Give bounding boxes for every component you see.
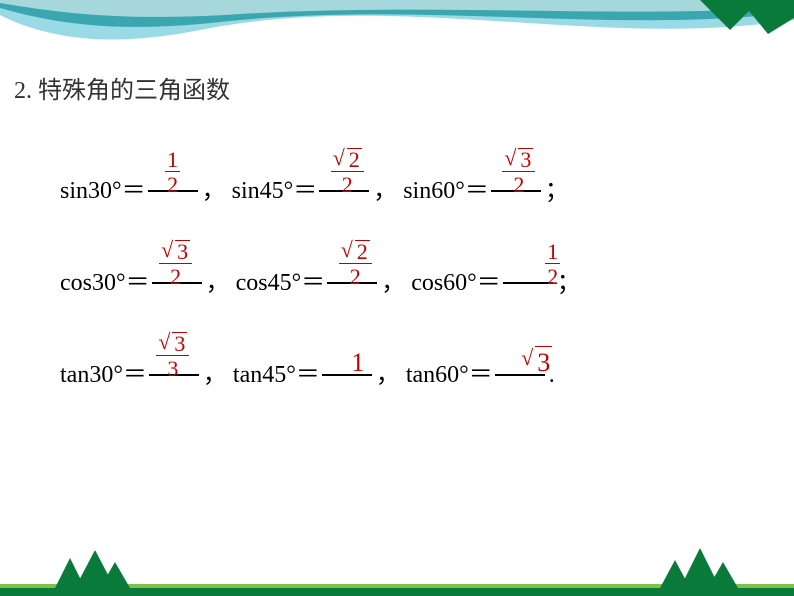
blank-tan45: 1 [322, 374, 372, 376]
label-sin30: sin30°＝ [60, 177, 146, 206]
sep: ， [373, 177, 397, 206]
answer-tan30: 33 [153, 330, 193, 380]
sep: ， [203, 361, 227, 390]
blank-cos30: 32 [152, 282, 202, 284]
row-sin: sin30°＝ 12 ， sin45°＝ 22 ， sin60°＝ [60, 145, 760, 237]
blank-cos60: 12 [503, 282, 553, 284]
answer-sin30: 12 [153, 146, 193, 196]
blank-sin30: 12 [148, 190, 198, 192]
sep: ； [557, 269, 581, 298]
term-tan45: tan45°＝ 1 ， [233, 361, 406, 390]
term-sin60: sin60°＝ 32 ； [403, 177, 575, 206]
term-tan60: tan60°＝ 3 . [406, 361, 561, 390]
label-sin45: sin45°＝ [232, 177, 318, 206]
sep: ， [381, 269, 405, 298]
section-heading: 2. 特殊角的三角函数 [14, 70, 230, 105]
row-cos: cos30°＝ 32 ， cos45°＝ 22 ， cos60°＝ [60, 237, 760, 329]
answer-tan45: 1 [338, 347, 378, 378]
label-tan60: tan60°＝ [406, 361, 493, 390]
row-tan: tan30°＝ 33 ， tan45°＝ 1 ， tan60°＝ [60, 329, 760, 421]
sep: ， [376, 361, 400, 390]
label-cos45: cos45°＝ [236, 269, 326, 298]
blank-sin45: 22 [319, 190, 369, 192]
label-sin60: sin60°＝ [403, 177, 489, 206]
sep: . [549, 361, 555, 390]
blank-sin60: 32 [491, 190, 541, 192]
footer-decoration [0, 546, 794, 596]
slide: 2. 特殊角的三角函数 sin30°＝ 12 ， sin45°＝ 22 [0, 0, 794, 596]
label-cos60: cos60°＝ [411, 269, 501, 298]
term-sin30: sin30°＝ 12 ， [60, 177, 232, 206]
content-area: sin30°＝ 12 ， sin45°＝ 22 ， sin60°＝ [60, 145, 760, 421]
sep: ， [206, 269, 230, 298]
answer-cos30: 32 [156, 238, 196, 288]
sep: ， [202, 177, 226, 206]
header-decoration [0, 0, 794, 70]
blank-tan30: 33 [149, 374, 199, 376]
term-cos60: cos60°＝ 12 ； [411, 269, 587, 298]
term-cos30: cos30°＝ 32 ， [60, 269, 236, 298]
term-tan30: tan30°＝ 33 ， [60, 361, 233, 390]
blank-tan60: 3 [495, 374, 545, 376]
blank-cos45: 22 [327, 282, 377, 284]
label-tan45: tan45°＝ [233, 361, 320, 390]
answer-sin60: 32 [499, 146, 539, 196]
answer-sin45: 22 [327, 146, 367, 196]
sep: ； [545, 177, 569, 206]
label-cos30: cos30°＝ [60, 269, 150, 298]
term-cos45: cos45°＝ 22 ， [236, 269, 412, 298]
label-tan30: tan30°＝ [60, 361, 147, 390]
answer-cos45: 22 [335, 238, 375, 288]
term-sin45: sin45°＝ 22 ， [232, 177, 404, 206]
